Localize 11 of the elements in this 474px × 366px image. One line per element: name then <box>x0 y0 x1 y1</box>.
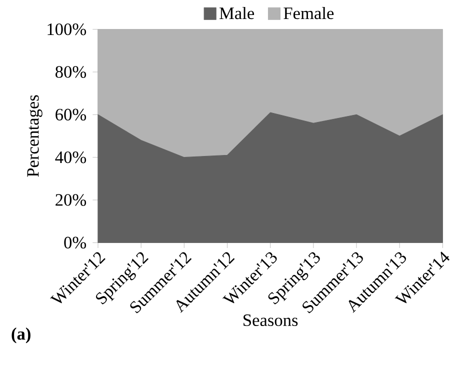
y-tick-label: 40% <box>55 151 86 164</box>
x-axis-title: Seasons <box>244 314 298 326</box>
y-tick-label: 0% <box>64 236 86 249</box>
text: (a) <box>12 328 30 344</box>
y-tick-label: 60% <box>56 108 86 121</box>
legend-label: Female <box>284 6 334 20</box>
legend-label: Male <box>220 6 254 20</box>
y-tick-label: 100% <box>48 23 86 36</box>
y-tick-label: 80% <box>56 66 86 78</box>
y-axis-title: Percentages <box>27 95 42 177</box>
y-tick-label: 20% <box>56 194 86 206</box>
